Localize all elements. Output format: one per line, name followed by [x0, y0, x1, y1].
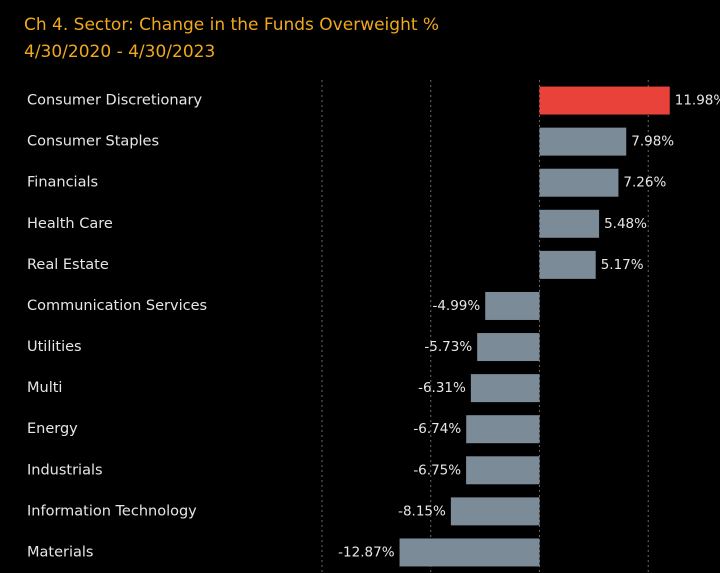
category-label: Information Technology [27, 503, 197, 519]
value-label: -4.99% [432, 298, 480, 314]
bar [539, 168, 619, 197]
bar [466, 415, 540, 444]
bar [470, 374, 540, 403]
value-label: -5.73% [424, 339, 472, 355]
value-label: -12.87% [338, 544, 395, 560]
bar [485, 291, 540, 320]
value-label: 7.98% [631, 134, 674, 150]
bar [539, 209, 600, 238]
chart-title: Ch 4. Sector: Change in the Funds Overwe… [24, 15, 439, 35]
value-label: -6.74% [413, 421, 461, 437]
value-label: -8.15% [398, 503, 446, 519]
category-label: Energy [27, 421, 78, 437]
bar [399, 538, 540, 567]
bar [466, 456, 540, 485]
bar [539, 250, 596, 279]
category-label: Consumer Discretionary [27, 93, 202, 109]
category-label: Health Care [27, 216, 113, 232]
chart-subtitle: 4/30/2020 - 4/30/2023 [24, 42, 215, 62]
value-label: 7.26% [623, 175, 666, 191]
value-label: 5.17% [601, 257, 644, 273]
category-label: Real Estate [27, 257, 109, 273]
bar [477, 333, 540, 362]
category-label: Industrials [27, 462, 103, 478]
value-label: 5.48% [604, 216, 647, 232]
category-label: Materials [27, 544, 93, 560]
category-label: Consumer Staples [27, 134, 159, 150]
category-label: Multi [27, 380, 62, 396]
bar [450, 497, 540, 526]
value-label: -6.31% [418, 380, 466, 396]
category-label: Communication Services [27, 298, 207, 314]
category-label: Utilities [27, 339, 82, 355]
bar [539, 127, 627, 156]
value-label: -6.75% [413, 462, 461, 478]
value-label: 11.98% [675, 93, 720, 109]
bar [539, 86, 670, 115]
category-label: Financials [27, 175, 98, 191]
